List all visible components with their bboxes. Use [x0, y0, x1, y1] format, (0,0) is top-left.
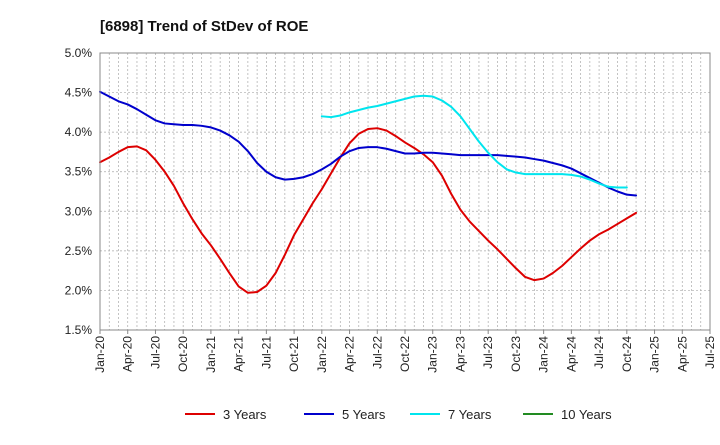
series-line-3-years: [99, 127, 638, 294]
y-tick-label: 3.0%: [65, 204, 93, 218]
x-tick-label: Jan-20: [93, 336, 107, 373]
y-tick-label: 2.0%: [65, 283, 93, 297]
x-tick-label: Oct-23: [509, 336, 523, 372]
y-tick-label: 3.5%: [65, 165, 93, 179]
x-tick-label: Jul-21: [259, 336, 273, 369]
series-line-7-years: [320, 94, 628, 189]
x-tick-label: Apr-24: [564, 336, 578, 372]
axes: 1.5% 2.0% 2.5% 3.0% 3.5% 4.0% 4.5% 5.0% Jan-20 Ap…: [65, 46, 717, 373]
x-tick-label: Oct-20: [176, 336, 190, 372]
y-tick-label: 5.0%: [65, 46, 93, 60]
legend-label: 10 Years: [561, 407, 612, 422]
x-tick-label: Apr-22: [343, 336, 357, 372]
x-tick-label: Jan-23: [426, 336, 440, 373]
series-lines: [99, 90, 638, 294]
grid: [100, 52, 710, 331]
x-tick-label: Apr-21: [232, 336, 246, 372]
legend: 3 Years 5 Years 7 Years 10 Years: [185, 407, 612, 422]
series-line-5-years: [99, 90, 638, 197]
x-tick-label: Jul-20: [148, 336, 162, 369]
x-tick-label: Apr-20: [121, 336, 135, 372]
legend-label: 7 Years: [448, 407, 492, 422]
x-tick-label: Jan-25: [648, 336, 662, 373]
y-tick-label: 4.5%: [65, 86, 93, 100]
x-tick-label: Apr-25: [675, 336, 689, 372]
chart-title: [6898] Trend of StDev of ROE: [100, 18, 308, 35]
x-tick-label: Jul-24: [592, 336, 606, 369]
x-tick-label: Jul-22: [370, 336, 384, 369]
y-tick-label: 2.5%: [65, 244, 93, 258]
x-tick-label: Jan-24: [537, 336, 551, 373]
y-tick-label: 4.0%: [65, 125, 93, 139]
legend-item-7-years: 7 Years: [410, 407, 492, 422]
x-tick-label: Oct-24: [620, 336, 634, 372]
x-tick-label: Apr-23: [453, 336, 467, 372]
y-tick-label: 1.5%: [65, 323, 93, 337]
legend-label: 3 Years: [223, 407, 267, 422]
legend-item-10-years: 10 Years: [523, 407, 612, 422]
x-tick-label: Jan-21: [204, 336, 218, 373]
x-tick-label: Oct-22: [398, 336, 412, 372]
x-tick-label: Jul-23: [481, 336, 495, 369]
x-tick-label: Jul-25: [703, 336, 717, 369]
legend-item-5-years: 5 Years: [304, 407, 386, 422]
x-tick-label: Oct-21: [287, 336, 301, 372]
legend-item-3-years: 3 Years: [185, 407, 267, 422]
legend-label: 5 Years: [342, 407, 386, 422]
x-tick-label: Jan-22: [315, 336, 329, 373]
